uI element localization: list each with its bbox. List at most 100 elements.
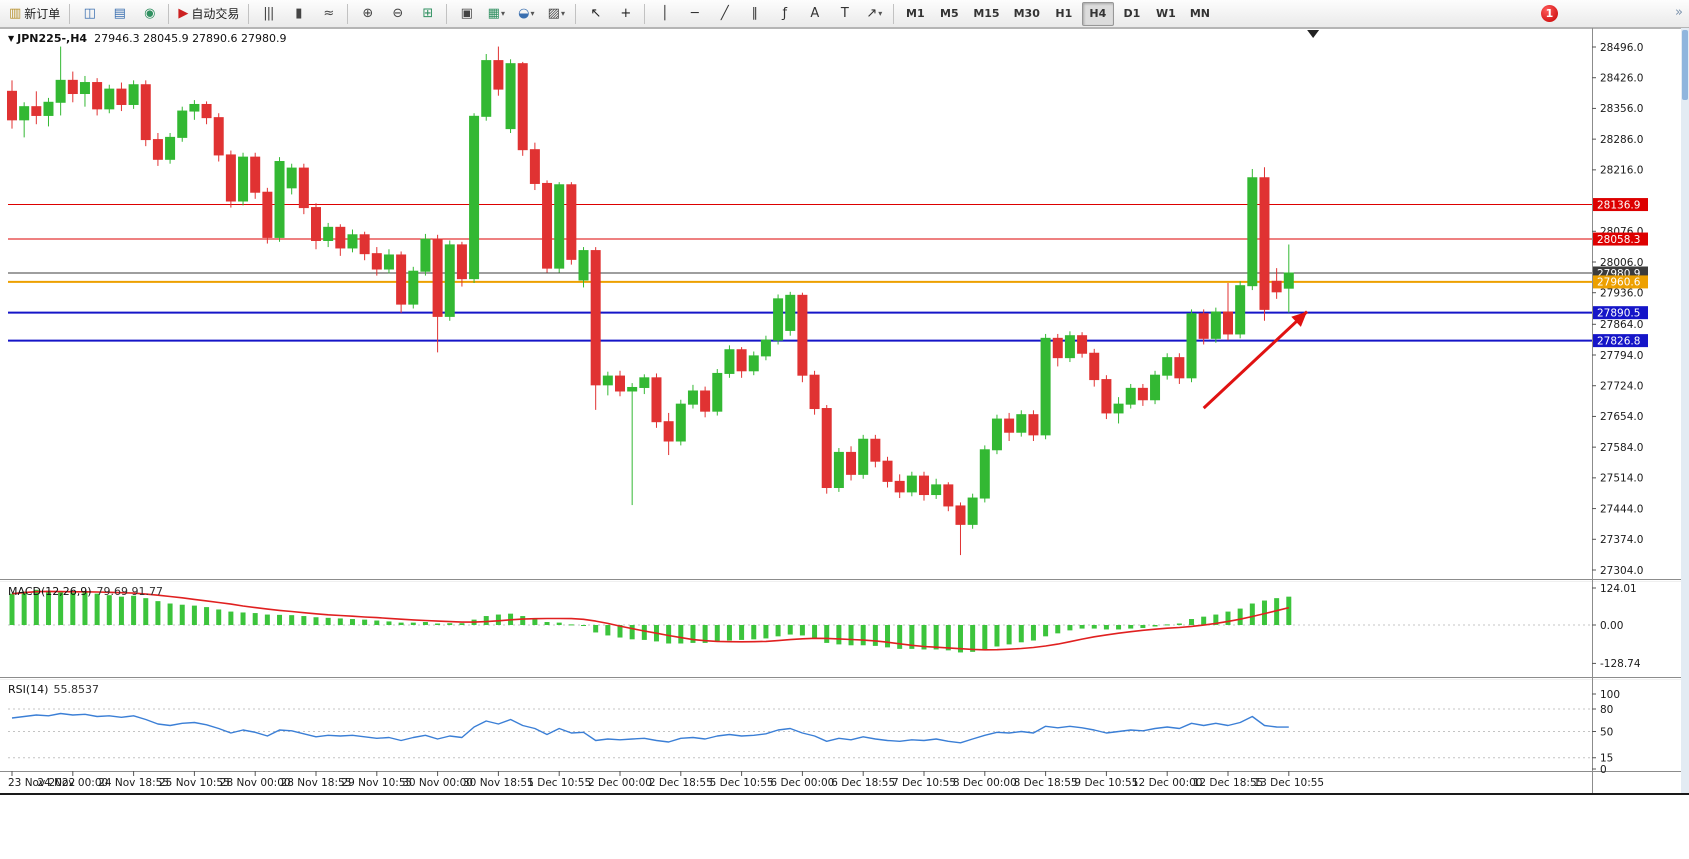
macd-bar (1103, 625, 1109, 630)
macd-bar (763, 625, 769, 639)
macd-bar (106, 595, 112, 625)
timeframe-w1-button[interactable]: W1 (1155, 7, 1176, 20)
candlestick-chart-button[interactable]: ▮ (284, 2, 312, 26)
candle (311, 203, 321, 250)
timeframe-m15-button[interactable]: M15 (973, 7, 1000, 20)
time-axis-label: 1 Dec 10:55 (527, 777, 591, 789)
macd-bar (787, 625, 793, 635)
trendline-button[interactable]: ╱ (710, 2, 738, 26)
price-badge-label: 27890.5 (1597, 307, 1640, 319)
trendline-icon: ╱ (720, 6, 729, 21)
macd-bar (131, 595, 137, 625)
macd-signal-line (11, 590, 1289, 651)
price-axis-label: 28356.0 (1600, 103, 1643, 115)
market-watch-button[interactable]: ◫ (75, 2, 103, 26)
new-chart-button[interactable]: ▦ ▾ (482, 2, 510, 26)
timeframe-d1-button[interactable]: D1 (1123, 7, 1141, 20)
timeframe-h4-button[interactable]: H4 (1081, 1, 1114, 26)
macd-bar (240, 612, 246, 625)
scrollbar-thumb[interactable] (1682, 30, 1688, 100)
horizontal-line-button[interactable]: ─ (680, 2, 708, 26)
candle (420, 233, 431, 276)
auto-arrange-button[interactable]: ▣ (452, 2, 480, 26)
macd-bar (617, 625, 623, 638)
time-axis-label: 30 Nov 00:00 (402, 777, 473, 789)
arrows-button[interactable]: ↗ ▾ (860, 2, 888, 26)
price-axis[interactable]: 28496.028426.028356.028286.028216.028076… (1592, 42, 1648, 577)
line-chart-button[interactable]: ≈ (314, 2, 342, 26)
macd-bar (264, 614, 270, 625)
time-axis-label: 8 Dec 00:00 (953, 777, 1017, 789)
candle (1137, 383, 1148, 406)
price-badge: 28058.3 (1593, 232, 1648, 246)
vertical-line-button[interactable]: │ (650, 2, 678, 26)
price-axis-label: 28286.0 (1600, 134, 1643, 146)
zoom-out-button[interactable]: ⊖ (383, 2, 411, 26)
candle (7, 80, 17, 129)
rsi-axis-label: 50 (1600, 726, 1613, 738)
macd-bar (216, 609, 222, 625)
macd-bar (1030, 625, 1036, 641)
trend-arrow[interactable] (1202, 310, 1309, 410)
macd-bar (289, 615, 295, 625)
candle (639, 374, 650, 395)
timeframe-mn-button[interactable]: MN (1189, 7, 1211, 20)
crosshair-button[interactable]: + (611, 2, 639, 26)
toolbar-separator (168, 3, 170, 24)
toolbar-overflow-button[interactable]: » (1675, 5, 1683, 20)
candle (687, 384, 698, 409)
timeframe-m30-button[interactable]: M30 (1013, 7, 1040, 20)
equidistant-channel-button[interactable]: ∥ (740, 2, 768, 26)
macd-axis[interactable]: 124.01 0.00 -128.74 (1592, 583, 1641, 670)
price-axis-label: 27724.0 (1600, 381, 1643, 393)
notification-badge[interactable]: 1 (1541, 5, 1558, 22)
autotrading-button[interactable]: ▶ 自动交易 (174, 2, 243, 26)
candle (92, 78, 103, 116)
cursor-button[interactable]: ↖ (581, 2, 609, 26)
cursor-icon: ↖ (590, 6, 601, 21)
time-axis-label: 28 Nov 18:55 (281, 777, 352, 789)
vertical-scrollbar[interactable] (1681, 28, 1689, 793)
timeframe-h1-button[interactable]: H1 (1055, 7, 1073, 20)
profiles-button[interactable]: ◒ ▾ (512, 2, 540, 26)
new-chart-icon: ▦ (487, 6, 500, 21)
candlestick-chart-icon: ▮ (295, 6, 302, 21)
tile-windows-button[interactable]: ⊞ (413, 2, 441, 26)
price-axis-label: 28426.0 (1600, 73, 1643, 85)
zoom-in-button[interactable]: ⊕ (353, 2, 381, 26)
macd-bar (1237, 608, 1243, 625)
navigator-button[interactable]: ◉ (135, 2, 163, 26)
toolbar-separator (893, 3, 895, 24)
data-window-button[interactable]: ▤ (105, 2, 133, 26)
candle (323, 222, 334, 248)
macd-bar (386, 621, 392, 625)
macd-bar (1067, 625, 1073, 631)
macd-bar (1249, 603, 1255, 625)
bar-chart-button[interactable]: ||| (254, 2, 282, 26)
line-chart-icon: ≈ (323, 6, 334, 21)
macd-bar (483, 616, 489, 625)
timeframe-m5-button[interactable]: M5 (940, 7, 959, 20)
candle (456, 241, 467, 287)
profiles-icon: ◒ (518, 6, 529, 21)
timeframe-m1-button[interactable]: M1 (906, 7, 925, 20)
templates-button[interactable]: ▨ ▾ (542, 2, 570, 26)
macd-bar (799, 625, 805, 636)
text-button[interactable]: A (800, 2, 828, 26)
rsi-axis-label: 15 (1600, 753, 1613, 765)
candle (1259, 167, 1270, 321)
rsi-axis[interactable]: 100 80 50 150 (1592, 689, 1620, 776)
new-order-button[interactable]: ▥ 新订单 (5, 2, 64, 26)
chart-shift-marker[interactable] (1307, 30, 1320, 38)
macd-bar (1091, 625, 1097, 629)
fibonacci-button[interactable]: ƒ (770, 2, 798, 26)
macd-bar (1079, 625, 1085, 629)
chart-background (0, 28, 1689, 795)
text-icon: A (810, 6, 819, 21)
macd-bar (167, 603, 173, 625)
text-label-button[interactable]: T (830, 2, 858, 26)
macd-axis-label: -128.74 (1600, 658, 1641, 670)
collapse-triangle-icon[interactable]: ▼ (8, 34, 15, 43)
